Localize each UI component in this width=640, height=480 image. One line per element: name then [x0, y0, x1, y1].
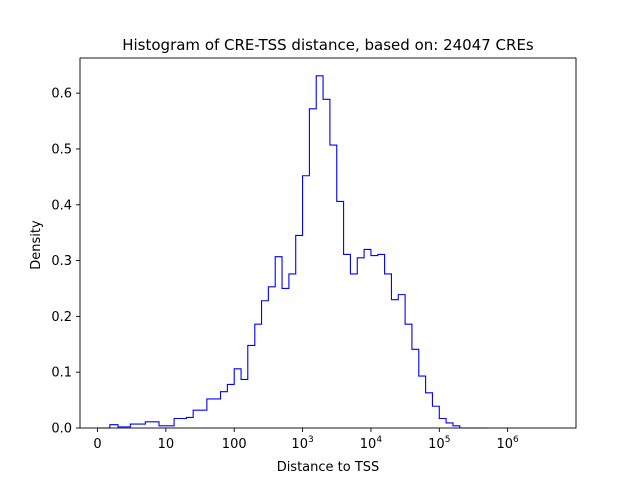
x-tick-label: 105: [428, 435, 450, 452]
plot-area: 0.0 0.1 0.2 0.3 0.4 0.5 0.6 0 10 100 103 104 105 106: [51, 57, 577, 452]
x-tick-label: 106: [497, 435, 520, 452]
x-tick-label: 104: [360, 435, 383, 452]
x-tick-label: 100: [222, 437, 247, 452]
y-tick-label: 0.1: [51, 366, 72, 381]
y-tick-label: 0.5: [51, 142, 72, 157]
y-tick-label: 0.3: [51, 254, 72, 269]
y-tick-label: 0.4: [51, 198, 72, 213]
y-axis-label: Density: [29, 220, 44, 270]
axes-frame: [79, 57, 577, 429]
y-tick-label: 0.0: [51, 422, 72, 437]
x-tick-label: 0: [93, 437, 101, 452]
x-tick-label: 10: [158, 437, 175, 452]
chart-title: Histogram of CRE-TSS distance, based on:…: [122, 36, 534, 54]
x-axis-label: Distance to TSS: [277, 460, 380, 475]
x-tick-label: 103: [291, 435, 313, 452]
y-tick-label: 0.2: [51, 310, 72, 325]
y-tick-label: 0.6: [51, 87, 72, 102]
histogram-step-line: [97, 75, 488, 429]
